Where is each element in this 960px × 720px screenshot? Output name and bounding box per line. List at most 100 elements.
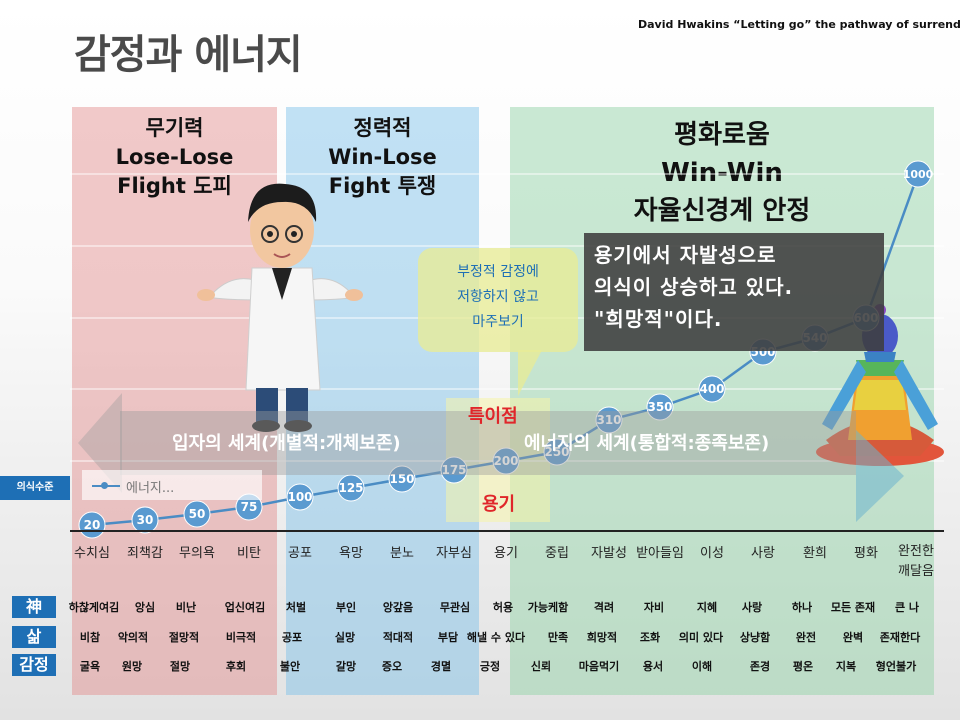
lose-lose-panel (72, 107, 277, 695)
callout-line3: "희망적"이다. (594, 307, 723, 331)
level-label: 공포 (288, 546, 312, 561)
table-cell-life: 비참 (79, 631, 101, 644)
table-cell-god: 자비 (643, 601, 665, 614)
table-cell-life: 공포 (281, 631, 303, 644)
courage-label: 용기 (482, 494, 516, 515)
table-cell-emotion: 갈망 (335, 660, 357, 673)
level-label: 받아들임 (636, 546, 684, 561)
table-cell-life: 만족 (547, 631, 569, 644)
table-cell-god: 앙심 (134, 601, 156, 614)
data-point-marker (698, 375, 726, 403)
bubble-tail (518, 350, 542, 396)
callout-line1: 용기에서 자발성으로 (594, 243, 777, 267)
level-label: 죄책감 (127, 546, 163, 561)
x-axis-line (70, 530, 944, 532)
table-cell-emotion: 형언불가 (875, 660, 917, 673)
page-title: 감정과 에너지 (74, 32, 303, 78)
middle-panel-line1: 정력적 (353, 116, 412, 140)
legend-dot-marker (101, 482, 108, 489)
particle-world-label: 입자의 세계(개별적:개체보존) (172, 433, 401, 454)
data-point-label: 100 (287, 490, 312, 504)
left-panel-line1: 무기력 (145, 116, 204, 140)
level-label: 용기 (494, 546, 518, 561)
callout-line2: 의식이 상승하고 있다. (594, 275, 794, 299)
level-label: 중립 (545, 546, 569, 561)
data-point-marker (492, 447, 520, 475)
table-cell-god: 처벌 (285, 601, 307, 614)
table-cell-god: 모든 존재 (830, 601, 876, 614)
table-cell-emotion: 긍정 (479, 660, 501, 673)
legend-label: 에너지... (126, 481, 175, 496)
table-cell-emotion: 마음먹기 (578, 660, 620, 673)
data-point-label: 175 (441, 463, 466, 477)
table-cell-god: 하나 (791, 601, 813, 614)
data-point-label: 30 (137, 513, 154, 527)
data-point-marker (543, 438, 571, 466)
middle-panel-line2: Win-Lose (328, 145, 437, 169)
table-cell-god: 사랑 (741, 601, 763, 614)
world-arrow-band (120, 411, 856, 475)
level-label: 분노 (390, 546, 414, 561)
table-cell-emotion: 불안 (279, 660, 301, 673)
table-cell-life: 존재한다 (879, 631, 921, 644)
data-point-marker (131, 506, 159, 534)
bubble-line1: 부정적 감정에 (457, 264, 539, 280)
table-cell-emotion: 후회 (225, 660, 247, 673)
right-panel-line2: Win-Win (661, 158, 783, 188)
level-label: 자발성 (591, 546, 627, 561)
table-cell-life: 악의적 (117, 631, 149, 644)
data-point-label: 50 (189, 507, 206, 521)
left-panel-line3: Flight 도피 (117, 174, 232, 198)
table-cell-god: 부인 (335, 601, 357, 614)
data-point-marker (286, 483, 314, 511)
table-cell-emotion: 용서 (642, 660, 664, 673)
data-point-label: 1000 (903, 168, 934, 181)
table-cell-life: 상냥함 (739, 631, 771, 644)
table-cell-emotion: 지복 (835, 660, 857, 673)
credit-text: David Hwakins “Letting go” the pathway o… (638, 18, 960, 31)
table-cell-emotion: 절망 (169, 660, 191, 673)
row-label-god: 神 (12, 596, 56, 618)
data-point-label: 75 (241, 500, 258, 514)
table-cell-life: 절망적 (168, 631, 200, 644)
data-point-marker (337, 474, 365, 502)
table-cell-life: 비극적 (225, 631, 257, 644)
level-label: 자부심 (436, 546, 472, 561)
left-panel-line2: Lose-Lose (115, 145, 234, 169)
table-cell-god: 하찮게여김 (68, 601, 120, 614)
row-label-emotion: 감정 (12, 654, 56, 676)
level-label: 비탄 (237, 546, 261, 561)
middle-panel-line3: Fight 투쟁 (328, 174, 437, 198)
table-cell-emotion: 평온 (792, 660, 814, 673)
data-point-label: 250 (544, 445, 569, 459)
energy-world-label: 에너지의 세계(통합적:종족보존) (524, 433, 770, 454)
table-cell-life: 부담 (437, 631, 459, 644)
table-cell-life: 실망 (334, 631, 356, 644)
level-label: 완전한 깨달음 (898, 544, 934, 579)
data-point-label: 20 (84, 518, 101, 532)
right-panel-line3: 자율신경계 안정 (633, 196, 811, 226)
table-cell-life: 조화 (639, 631, 661, 644)
speech-bubble: 부정적 감정에 저항하지 않고 마주보기 (418, 248, 578, 352)
data-point-label: 125 (338, 481, 363, 495)
table-cell-god: 가능케함 (527, 601, 569, 614)
data-point-label: 400 (699, 382, 724, 396)
data-point-label: 200 (493, 454, 518, 468)
bubble-line2: 저항하지 않고 (457, 289, 539, 305)
level-label: 이성 (700, 546, 724, 561)
level-label: 수치심 (74, 546, 110, 561)
middle-panel-title: 정력적 Win-Lose Fight 투쟁 (286, 114, 479, 201)
singular-point-label: 특이점 (468, 406, 518, 427)
bubble-line3: 마주보기 (472, 314, 524, 330)
callout-box: 용기에서 자발성으로 의식이 상승하고 있다. "희망적"이다. (584, 233, 884, 351)
table-cell-life: 희망적 (586, 631, 618, 644)
table-cell-life: 적대적 (382, 631, 414, 644)
table-cell-emotion: 이해 (691, 660, 713, 673)
table-cell-life: 완전 (795, 631, 817, 644)
data-point-marker (183, 500, 211, 528)
data-point-marker (440, 456, 468, 484)
data-point-marker (388, 465, 416, 493)
data-point-marker (904, 160, 932, 188)
level-label: 환희 (803, 546, 827, 561)
table-cell-emotion: 굴욕 (79, 660, 101, 673)
